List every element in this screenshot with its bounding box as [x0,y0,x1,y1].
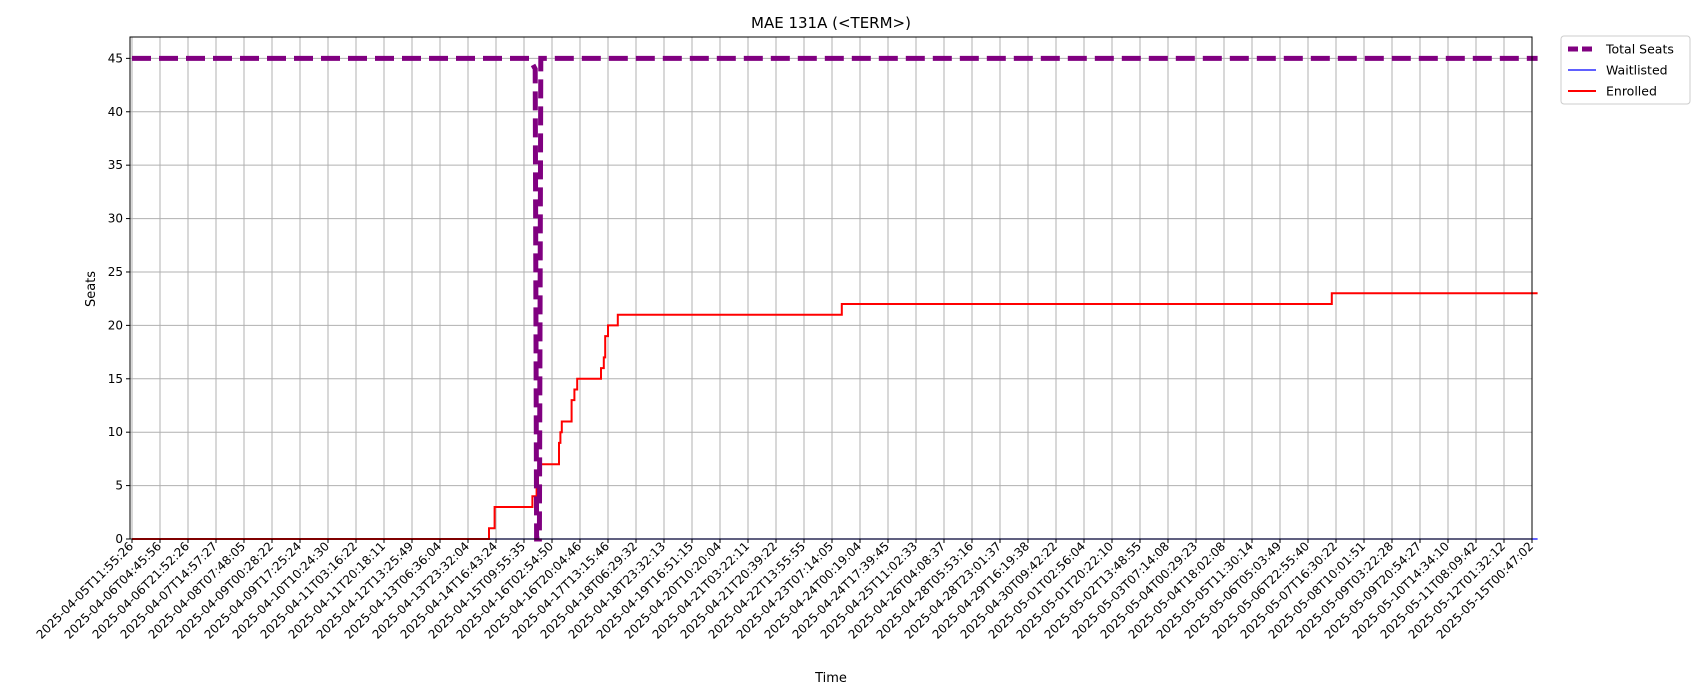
legend-frame [1560,35,1691,105]
y-tick-label: 15 [108,372,123,386]
y-tick-label: 30 [108,212,123,226]
plot-area-frame [129,36,1533,540]
legend: Total Seats Waitlisted Enrolled [1560,35,1691,105]
x-axis-label: Time [814,671,847,686]
y-tick-label: 25 [108,265,123,279]
chart-title: MAE 131A (<TERM>) [751,14,911,32]
y-tick-label: 45 [108,51,123,65]
y-tick-label: 20 [108,318,123,332]
grid-lines [130,37,1533,540]
y-tick-label: 0 [115,532,123,546]
y-tick-label: 35 [108,158,123,172]
y-axis: 0 5 10 15 20 25 30 35 40 45 [108,51,130,546]
total-seats-line [132,55,1538,542]
x-axis: 2025-04-05T11:55:262025-04-06T04:45:5620… [34,539,1536,642]
legend-label-total-seats: Total Seats [1605,42,1674,57]
legend-label-enrolled: Enrolled [1606,84,1657,99]
legend-label-waitlisted: Waitlisted [1606,63,1668,78]
y-tick-label: 40 [108,105,123,119]
series-layer [132,55,1538,542]
enrolled-line [132,292,1538,540]
y-tick-label: 5 [115,479,123,493]
y-tick-label: 10 [108,425,123,439]
y-axis-label: Seats [84,271,99,307]
